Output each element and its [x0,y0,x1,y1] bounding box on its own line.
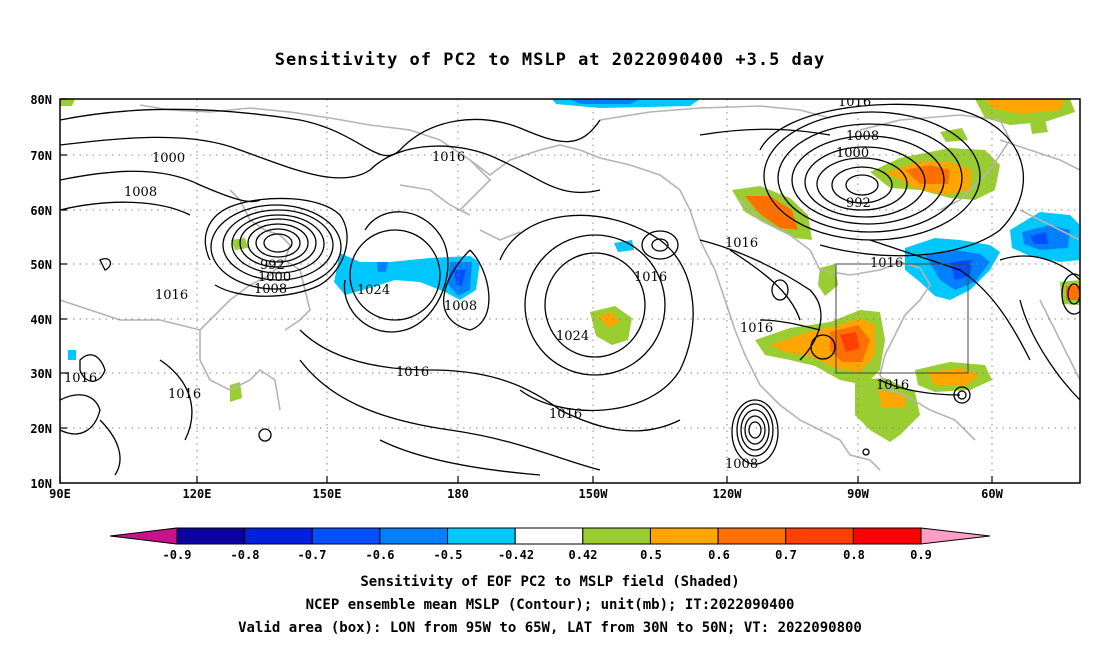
lon-label: 90W [847,487,869,501]
lon-label: 180 [447,487,469,501]
contour-label: 1008 [725,457,758,472]
colorbar-label: -0.9 [163,548,192,562]
lat-label: 80N [30,93,52,107]
colorbar-swatch [447,527,516,545]
contour-label: 1008 [254,282,287,297]
shade-orange-gulf [878,390,905,408]
contour-label: 1000 [836,146,869,161]
colorbar [109,527,991,545]
lon-label: 150W [579,487,609,501]
lat-label: 20N [30,422,52,436]
valid-area-box [835,263,969,374]
lon-label: 90E [49,487,71,501]
coastlines [60,104,1080,471]
contour-label: 1016 [838,95,871,110]
mslp-contours [60,103,1080,476]
shade-orange-canada [745,196,798,230]
colorbar-label: 0.9 [910,548,932,562]
shade-orange-pac [598,312,620,328]
contour-label: 1000 [152,151,185,166]
lat-label: 60N [30,204,52,218]
contour-label: 992 [846,196,871,211]
caption-valid-area: Valid area (box): LON from 95W to 65W, L… [238,620,862,636]
contour-label: 1016 [549,407,582,422]
contour-label: 1024 [556,329,589,344]
contour-label: 1016 [740,321,773,336]
contour-label: 1024 [357,283,390,298]
shade-redcore-na-east [840,332,860,352]
contour-label: 992 [260,258,285,273]
colorbar-swatch [785,527,854,545]
contour-label: 1008 [124,185,157,200]
colorbar-label: -0.7 [298,548,327,562]
colorbar-swatch [311,527,381,545]
shade-orange-e2 [1066,286,1080,300]
map-frame [59,98,1081,484]
lat-label: 10N [30,477,52,491]
shade-green-w3 [60,99,75,106]
colorbar-swatch [514,527,584,545]
lon-labels: 90E 120E 150E 180 150W 120W 90W 60W [49,487,1003,501]
lat-label: 70N [30,149,52,163]
colorbar-label: 0.6 [708,548,730,562]
lon-label: 120W [713,487,743,501]
colorbar-swatch [717,527,787,545]
lon-label: 60W [981,487,1003,501]
colorbar-high-end [920,527,991,545]
lon-label: 120E [183,487,212,501]
shade-blue-atlantic-east-core [1030,232,1048,244]
caption-contour: NCEP ensemble mean MSLP (Contour); unit(… [305,597,795,613]
contour-label: 1016 [876,378,909,393]
colorbar-label: 0.8 [843,548,865,562]
shade-red-greenland [905,165,950,184]
contour-label: 1016 [725,236,758,251]
colorbar-label: -0.5 [434,548,463,562]
shade-blue-top-inner [570,99,640,104]
shade-cyan-small-1 [614,240,634,252]
contour-label: 1000 [258,270,291,285]
contour-label: 1008 [846,129,879,144]
colorbar-swatch [852,527,922,545]
contour-label: 1016 [168,387,201,402]
lat-label: 50N [30,258,52,272]
colorbar-swatch [244,527,313,545]
shade-cyan-small-2 [68,350,76,360]
lat-labels: 80N 70N 60N 50N 40N 30N 20N 10N [30,93,52,491]
grid [60,99,1080,483]
contour-label: 1008 [444,299,477,314]
shade-green-small-a [1030,120,1048,134]
colorbar-swatch [649,527,719,545]
shade-blue-dateline-core [454,270,466,286]
sensitivity-shading [60,99,1080,442]
colorbar-swatch [379,527,449,545]
caption-shaded: Sensitivity of EOF PC2 to MSLP field (Sh… [360,574,740,590]
colorbar-label: 0.42 [569,548,598,562]
colorbar-low-end [109,527,178,545]
colorbar-label: 0.7 [775,548,797,562]
shade-orange-arctic [985,99,1065,114]
colorbar-swatch [582,527,651,545]
lat-label: 30N [30,367,52,381]
colorbar-label: -0.42 [498,548,534,562]
contour-label: 1016 [432,150,465,165]
shade-green-w2 [230,382,242,402]
colorbar-swatch [176,527,246,545]
tick-marks [59,98,993,483]
contour-label: 1016 [155,288,188,303]
chart-title: Sensitivity of PC2 to MSLP at 2022090400… [274,50,826,70]
colorbar-label: -0.6 [366,548,395,562]
contour-label: 1016 [64,371,97,386]
lon-label: 150E [313,487,342,501]
lat-label: 40N [30,313,52,327]
colorbar-label: 0.5 [640,548,662,562]
contour-label: 1016 [396,365,429,380]
colorbar-labels: -0.9 -0.8 -0.7 -0.6 -0.5 -0.42 0.42 0.5 … [163,548,932,562]
colorbar-label: -0.8 [231,548,260,562]
contour-labels: 1000 1008 1016 992 1000 1008 1016 1024 1… [64,95,909,472]
contour-label: 1016 [634,270,667,285]
